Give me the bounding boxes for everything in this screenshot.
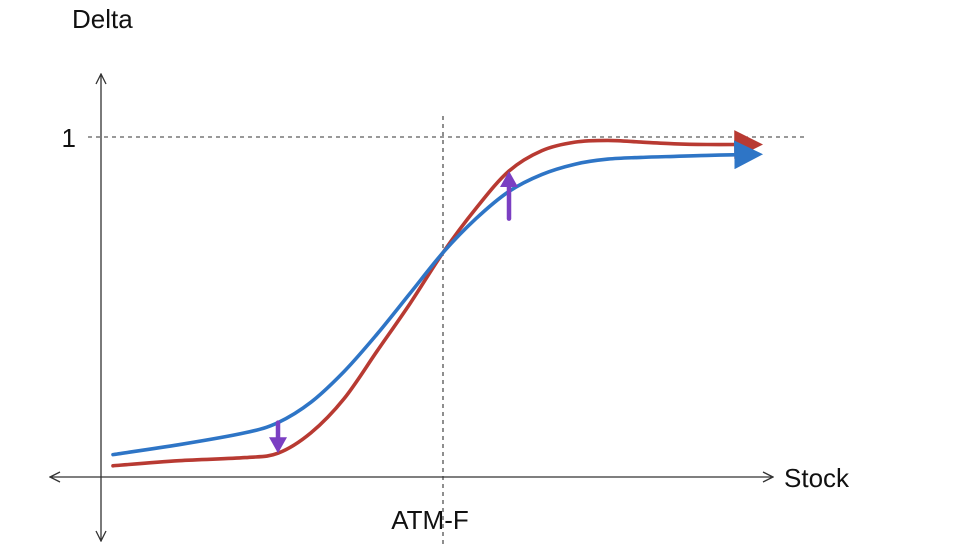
y-tick-label-1: 1 (62, 123, 76, 153)
atm-f-label: ATM-F (391, 505, 469, 535)
shift-arrows (269, 171, 518, 454)
red-delta-curve (111, 130, 764, 468)
blue-delta-curve (111, 140, 764, 457)
up-shift-arrow (500, 171, 518, 221)
axes (50, 74, 773, 541)
reference-lines (88, 116, 805, 548)
curves (111, 130, 764, 468)
y-axis-label: Delta (72, 4, 133, 34)
down-shift-arrow (269, 420, 287, 454)
x-axis-label: Stock (784, 463, 850, 493)
